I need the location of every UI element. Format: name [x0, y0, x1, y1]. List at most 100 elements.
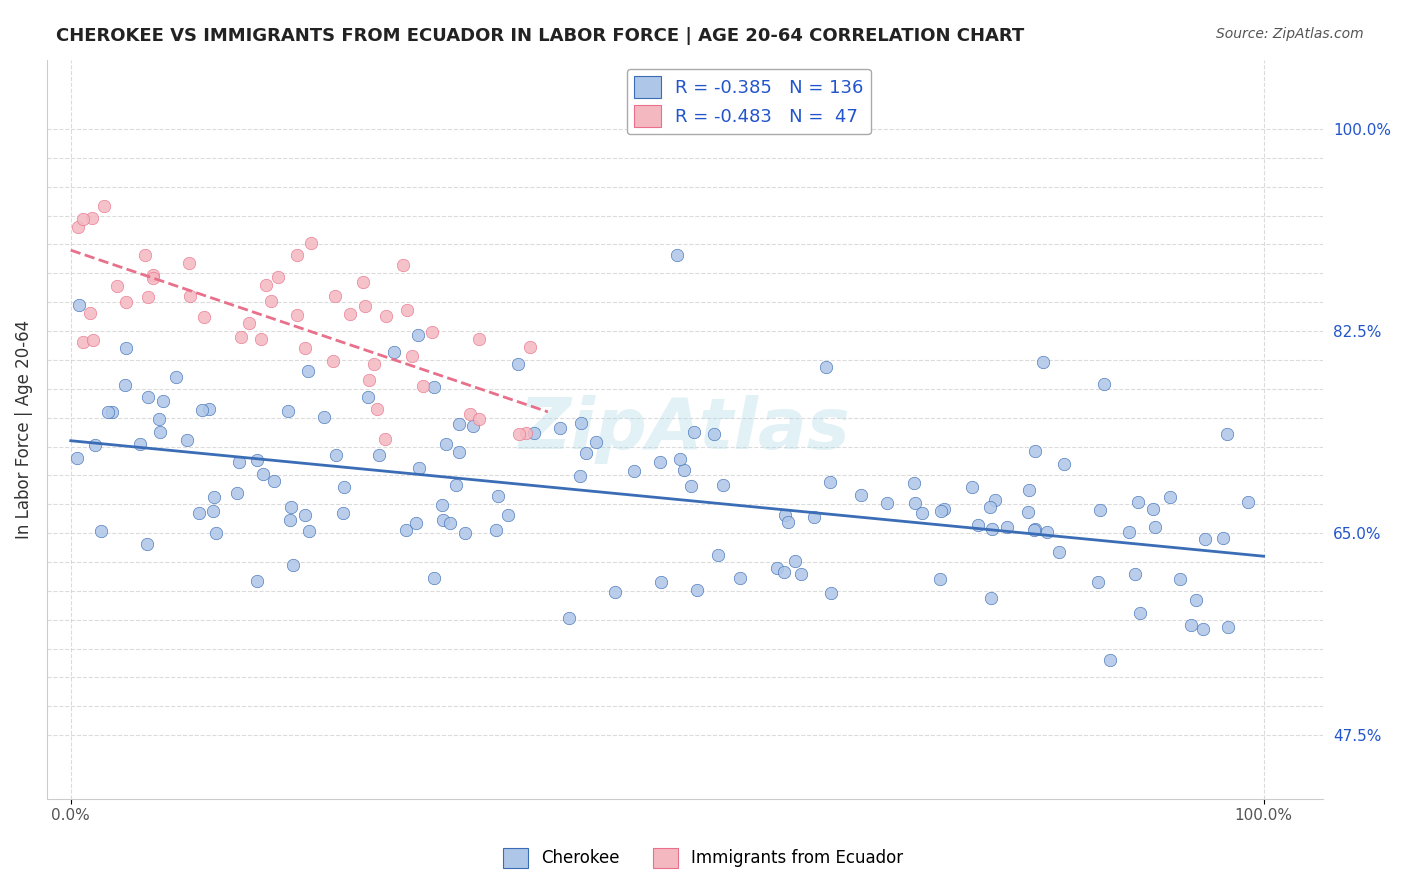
- Cherokee: [191, 403, 214, 417]
- Cherokee: [1142, 502, 1164, 516]
- Cherokee: [1194, 533, 1216, 547]
- Cherokee: [773, 508, 796, 522]
- Cherokee: [1022, 523, 1045, 537]
- Immigrants from Ecuador: [401, 349, 423, 363]
- Immigrants from Ecuador: [79, 306, 101, 320]
- Cherokee: [683, 425, 706, 440]
- Cherokee: [135, 537, 157, 551]
- Cherokee: [995, 520, 1018, 534]
- Cherokee: [129, 436, 152, 450]
- Cherokee: [277, 404, 299, 418]
- Cherokee: [1212, 531, 1234, 545]
- Cherokee: [447, 417, 470, 431]
- Cherokee: [1144, 520, 1167, 534]
- Cherokee: [138, 390, 160, 404]
- Cherokee: [454, 525, 477, 540]
- Cherokee: [707, 548, 730, 562]
- Cherokee: [1128, 495, 1150, 509]
- Cherokee: [1159, 490, 1181, 504]
- Cherokee: [789, 567, 811, 582]
- Cherokee: [669, 452, 692, 467]
- Cherokee: [263, 474, 285, 488]
- Cherokee: [603, 585, 626, 599]
- Cherokee: [332, 480, 354, 494]
- Cherokee: [422, 380, 444, 394]
- Cherokee: [298, 524, 321, 539]
- Cherokee: [423, 571, 446, 585]
- Cherokee: [980, 591, 1002, 605]
- Cherokee: [446, 478, 468, 492]
- Cherokee: [1180, 618, 1202, 632]
- Cherokee: [434, 437, 457, 451]
- Cherokee: [730, 571, 752, 585]
- Cherokee: [1125, 566, 1147, 581]
- Immigrants from Ecuador: [285, 308, 308, 322]
- Cherokee: [66, 451, 89, 466]
- Cherokee: [1087, 574, 1109, 589]
- Cherokee: [932, 502, 955, 516]
- Cherokee: [815, 359, 838, 374]
- Immigrants from Ecuador: [374, 433, 396, 447]
- Cherokee: [849, 488, 872, 502]
- Cherokee: [384, 344, 406, 359]
- Immigrants from Ecuador: [515, 426, 537, 441]
- Legend: R = -0.385   N = 136, R = -0.483   N =  47: R = -0.385 N = 136, R = -0.483 N = 47: [627, 69, 872, 135]
- Cherokee: [1184, 593, 1206, 607]
- Cherokee: [294, 508, 316, 523]
- Immigrants from Ecuador: [229, 330, 252, 344]
- Cherokee: [818, 475, 841, 489]
- Immigrants from Ecuador: [142, 270, 165, 285]
- Immigrants from Ecuador: [66, 219, 89, 234]
- Cherokee: [506, 357, 529, 371]
- Cherokee: [1216, 620, 1239, 634]
- Cherokee: [557, 610, 579, 624]
- Cherokee: [1129, 606, 1152, 620]
- Cherokee: [447, 445, 470, 459]
- Immigrants from Ecuador: [468, 412, 491, 426]
- Cherokee: [395, 523, 418, 537]
- Immigrants from Ecuador: [107, 279, 129, 293]
- Immigrants from Ecuador: [519, 340, 541, 354]
- Cherokee: [773, 565, 796, 579]
- Cherokee: [198, 401, 221, 416]
- Cherokee: [486, 489, 509, 503]
- Cherokee: [202, 490, 225, 504]
- Cherokee: [406, 328, 429, 343]
- Immigrants from Ecuador: [82, 211, 104, 225]
- Cherokee: [283, 558, 305, 572]
- Cherokee: [312, 410, 335, 425]
- Cherokee: [711, 478, 734, 492]
- Cherokee: [152, 394, 174, 409]
- Immigrants from Ecuador: [412, 379, 434, 393]
- Immigrants from Ecuador: [458, 407, 481, 421]
- Immigrants from Ecuador: [422, 325, 444, 339]
- Cherokee: [97, 404, 120, 418]
- Cherokee: [876, 496, 898, 510]
- Cherokee: [523, 426, 546, 441]
- Cherokee: [165, 370, 187, 384]
- Immigrants from Ecuador: [322, 354, 344, 368]
- Cherokee: [100, 404, 122, 418]
- Cherokee: [1118, 525, 1140, 540]
- Cherokee: [820, 586, 842, 600]
- Cherokee: [575, 446, 598, 460]
- Immigrants from Ecuador: [142, 268, 165, 282]
- Cherokee: [496, 508, 519, 522]
- Cherokee: [114, 377, 136, 392]
- Cherokee: [1090, 503, 1112, 517]
- Cherokee: [1237, 495, 1260, 509]
- Immigrants from Ecuador: [374, 309, 396, 323]
- Cherokee: [703, 426, 725, 441]
- Text: ZipAtlas: ZipAtlas: [519, 394, 851, 464]
- Cherokee: [280, 500, 302, 515]
- Immigrants from Ecuador: [115, 294, 138, 309]
- Immigrants from Ecuador: [134, 248, 156, 262]
- Cherokee: [332, 507, 354, 521]
- Cherokee: [149, 425, 172, 439]
- Cherokee: [325, 448, 347, 462]
- Immigrants from Ecuador: [177, 256, 200, 270]
- Legend: Cherokee, Immigrants from Ecuador: Cherokee, Immigrants from Ecuador: [496, 841, 910, 875]
- Cherokee: [960, 480, 983, 494]
- Immigrants from Ecuador: [359, 373, 381, 387]
- Immigrants from Ecuador: [72, 211, 94, 226]
